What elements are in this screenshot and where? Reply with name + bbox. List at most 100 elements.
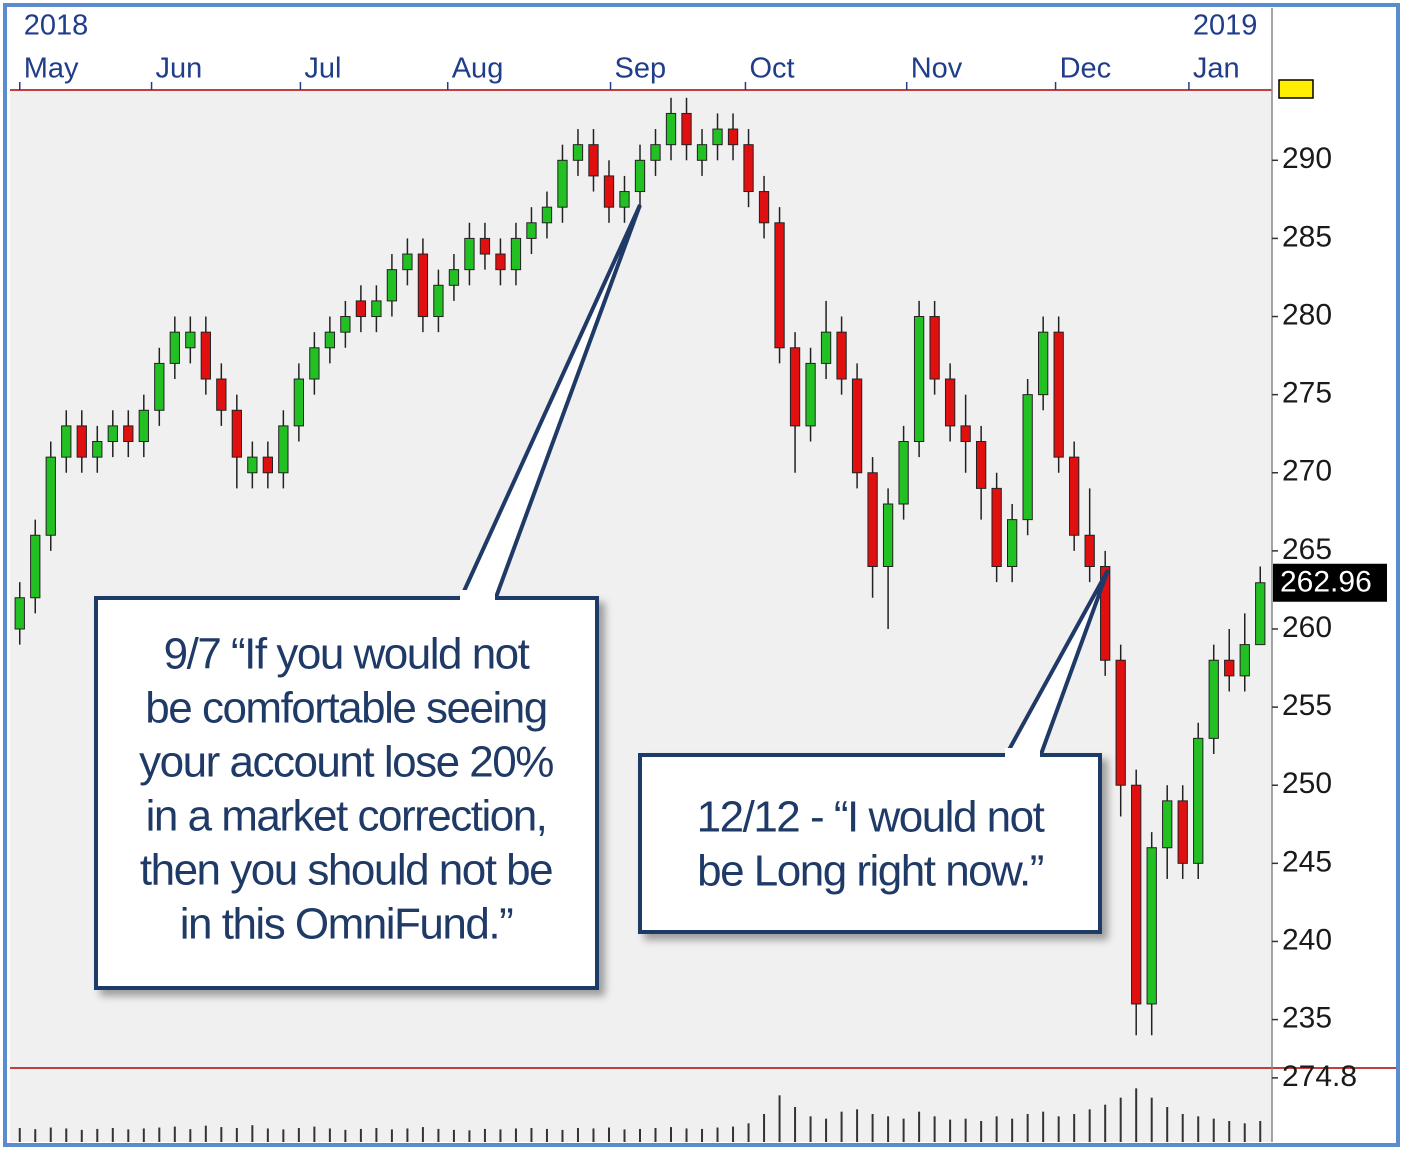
candle-body — [1069, 456, 1080, 536]
x-tick-label: Jan — [1193, 53, 1240, 85]
candle-body — [727, 128, 739, 146]
candle-body — [355, 300, 367, 318]
candle-body — [417, 253, 429, 318]
candle-body — [619, 191, 630, 208]
candle-body — [975, 441, 987, 489]
candle-body — [1022, 394, 1033, 521]
y-tick-label: 280 — [1282, 298, 1332, 331]
candle-body — [278, 425, 289, 474]
candle-body — [92, 441, 103, 458]
candle-body — [247, 456, 258, 474]
candle-body — [603, 175, 615, 208]
candle-body — [1162, 800, 1173, 849]
last-price-label: 262.96 — [1280, 566, 1372, 599]
candle-body — [61, 425, 72, 458]
candle-body — [309, 347, 320, 380]
candle-body — [774, 222, 785, 349]
x-tick-label: Aug — [452, 53, 504, 85]
candle-body — [665, 112, 677, 146]
x-tick-label: Oct — [749, 53, 794, 85]
candle-body — [851, 378, 863, 474]
candle-body — [495, 253, 506, 271]
candle-body — [107, 425, 118, 443]
candle-body — [324, 331, 336, 349]
annotation-line: be Long right now.” — [697, 847, 1044, 896]
callout-box — [638, 753, 1102, 934]
candle-body — [681, 112, 692, 146]
candle-body — [743, 144, 754, 193]
candle-body — [340, 316, 351, 333]
candle-body — [30, 534, 41, 599]
candle-body — [464, 237, 475, 271]
year-label: 2019 — [1193, 10, 1258, 42]
candle-body — [371, 300, 382, 318]
candle-body — [262, 456, 274, 474]
y-tick-label: 290 — [1282, 142, 1332, 175]
candle-body — [712, 128, 723, 146]
candle-body — [138, 409, 149, 443]
candle-body — [386, 269, 398, 302]
annotation-line: 9/7 “If you would not — [164, 630, 530, 679]
year-label: 2018 — [24, 10, 89, 42]
x-tick-label: Nov — [911, 53, 963, 85]
y-tick-label: 260 — [1282, 611, 1332, 644]
candle-body — [1239, 644, 1250, 677]
candle-body — [557, 159, 568, 208]
candle-body — [1146, 847, 1157, 1005]
annotation-line: your account lose 20% — [139, 738, 553, 787]
x-tick-label: Jun — [156, 53, 203, 85]
pointer-join — [460, 590, 495, 604]
y-tick-label: 240 — [1282, 923, 1332, 956]
candle-body — [1224, 659, 1235, 677]
candle-body — [650, 144, 661, 161]
candle-body — [572, 144, 584, 161]
candle-body — [929, 316, 940, 380]
candle-body — [231, 409, 242, 458]
candle-body — [758, 191, 770, 224]
x-tick-label: Dec — [1060, 53, 1112, 85]
candle-body — [634, 159, 646, 193]
candle-body — [14, 597, 25, 630]
y-tick-label: 285 — [1282, 220, 1332, 253]
candle-body — [820, 331, 832, 364]
candle-body — [1255, 582, 1266, 646]
y-tick-label: 245 — [1282, 845, 1332, 878]
candle-body — [1084, 534, 1095, 568]
candle-body — [216, 378, 227, 411]
candle-body — [293, 378, 305, 427]
candle-body — [1177, 800, 1188, 864]
frame — [3, 3, 1400, 1147]
y-tick-label: 265 — [1282, 533, 1332, 566]
x-tick-label: Jul — [304, 53, 341, 85]
last-price-box — [1273, 563, 1387, 602]
candle-body — [433, 284, 444, 318]
candle-body — [882, 503, 894, 568]
y-tick-label: 275 — [1282, 377, 1332, 410]
candle-body — [402, 253, 413, 271]
candle-body — [1100, 566, 1111, 661]
candle-body — [76, 425, 87, 458]
candle-body — [1053, 331, 1064, 458]
candle-body — [1115, 659, 1126, 786]
candle-body — [510, 237, 522, 271]
annotation-line: be comfortable seeing — [145, 684, 546, 733]
candle-body — [448, 269, 460, 286]
candle-body — [1038, 331, 1049, 396]
y-tick-label: 255 — [1282, 689, 1332, 722]
candle-body — [789, 347, 801, 427]
candle-body — [696, 144, 708, 161]
annotation-line: in this OmniFund.” — [180, 900, 513, 949]
candle-body — [185, 331, 196, 349]
annotation-line: then you should not be — [140, 846, 552, 895]
candle-body — [944, 378, 956, 427]
x-tick-label: Sep — [615, 53, 667, 85]
candle-body — [541, 206, 553, 224]
candle-body — [200, 331, 211, 380]
candle-body — [960, 425, 971, 443]
candle-body — [123, 425, 134, 443]
y-tick-label: 270 — [1282, 455, 1332, 488]
candle-body — [1208, 659, 1219, 739]
candle-body — [45, 456, 56, 536]
candle-body — [1131, 784, 1142, 1005]
